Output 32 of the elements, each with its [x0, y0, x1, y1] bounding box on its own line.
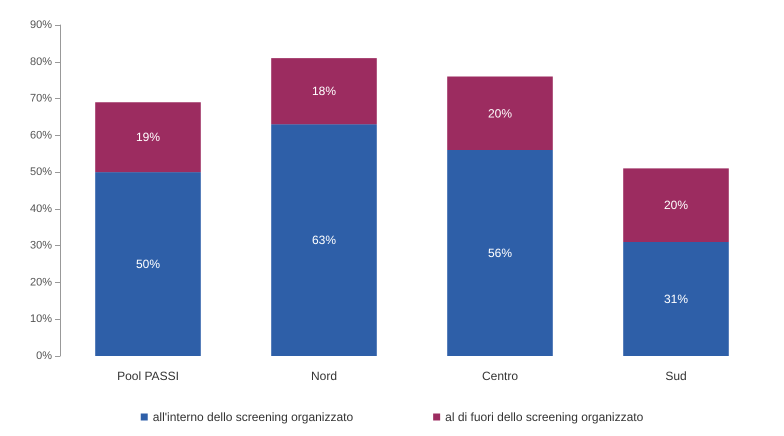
y-tick-label: 0%: [36, 350, 52, 362]
x-tick-label: Centro: [482, 369, 518, 383]
legend-label: al di fuori dello screening organizzato: [445, 410, 644, 424]
y-tick-label: 90%: [30, 19, 52, 31]
bar: [447, 150, 553, 356]
y-tick-label: 30%: [30, 240, 52, 252]
data-label: 56%: [488, 246, 512, 260]
bar: [271, 58, 377, 124]
y-tick-label: 50%: [30, 166, 52, 178]
bar: [623, 242, 729, 356]
data-label: 18%: [312, 84, 336, 98]
bar: [95, 102, 201, 172]
data-label: 50%: [136, 257, 160, 272]
y-tick-label: 40%: [30, 202, 52, 215]
bar: [623, 168, 729, 242]
legend-label: all'interno dello screening organizzato: [152, 410, 354, 424]
x-tick-label: Nord: [310, 369, 338, 383]
bar: [95, 172, 201, 356]
x-tick-label: Pool PASSI: [117, 369, 179, 383]
y-tick-label: 10%: [30, 313, 52, 326]
bar: [271, 124, 377, 356]
data-label: 20%: [664, 198, 688, 212]
bar: [447, 76, 553, 150]
y-tick-label: 80%: [30, 56, 52, 68]
data-label: 20%: [488, 106, 512, 120]
y-tick-label: 70%: [30, 92, 52, 105]
data-label: 31%: [664, 292, 688, 306]
x-tick-label: Sud: [665, 369, 687, 383]
data-label: 19%: [136, 130, 160, 144]
y-tick-label: 20%: [30, 276, 52, 288]
y-tick-label: 60%: [30, 129, 52, 142]
data-label: 63%: [312, 233, 336, 248]
